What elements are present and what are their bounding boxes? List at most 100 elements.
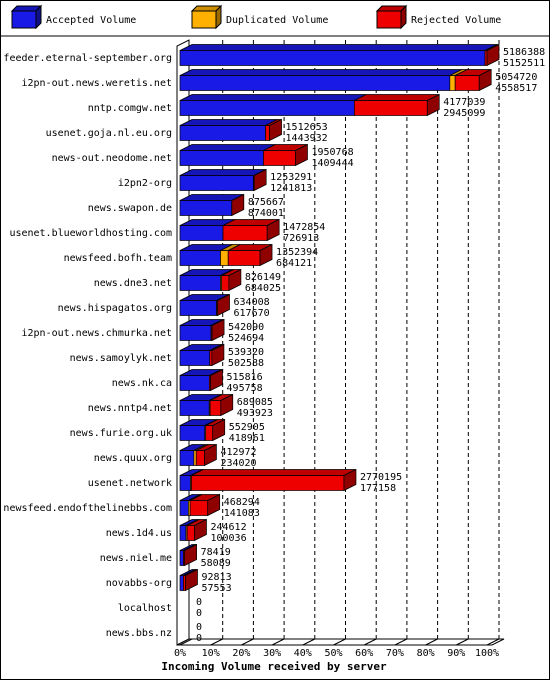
- accepted-label: 493923: [237, 408, 273, 419]
- y-tick-label: news.hispagatos.org: [58, 303, 172, 314]
- total-label: 78419: [201, 547, 231, 558]
- bar-segment: [265, 125, 270, 141]
- y-tick-label: news.bbs.nz: [106, 628, 172, 639]
- x-tick-label: 40%: [294, 648, 312, 659]
- bar-segment: [179, 200, 233, 216]
- bar-segment: [179, 300, 217, 316]
- bar-side: [204, 443, 217, 467]
- total-label: 5186388: [503, 47, 545, 58]
- y-tick-label: usenet.network: [88, 478, 172, 489]
- bar-segment: [179, 50, 486, 66]
- bar-side: [259, 243, 273, 267]
- total-label: 1512653: [286, 122, 328, 133]
- bar-segment: [186, 525, 195, 541]
- bar-segment: [353, 100, 428, 116]
- accepted-label: 684025: [245, 283, 281, 294]
- bar-side: [217, 293, 230, 317]
- total-label: 1253291: [270, 172, 312, 183]
- y-tick-label: news.1d4.us: [106, 528, 172, 539]
- accepted-label: 57553: [201, 583, 231, 594]
- bar-side: [220, 393, 234, 417]
- y-tick-label: novabbs-org: [106, 578, 172, 589]
- y-tick-label: usenet.goja.nl.eu.org: [46, 128, 172, 139]
- bar-side: [478, 68, 492, 92]
- accepted-label: 684121: [276, 258, 312, 269]
- accepted-label: 502588: [228, 358, 264, 369]
- legend-label: Rejected Volume: [411, 15, 501, 26]
- bar-segment: [209, 400, 222, 416]
- y-tick-label: newsfeed.endofthelinebbs.com: [3, 503, 172, 514]
- accepted-label: 874001: [248, 208, 284, 219]
- accepted-label: 1409444: [311, 158, 353, 169]
- total-label: 412972: [220, 447, 256, 458]
- total-label: 542090: [228, 322, 264, 333]
- total-label: 1352394: [276, 247, 318, 258]
- bar-segment: [449, 75, 456, 91]
- accepted-label: 58089: [201, 558, 231, 569]
- accepted-label: 177158: [360, 483, 396, 494]
- legend-label: Duplicated Volume: [226, 15, 328, 26]
- x-tick-label: 0%: [174, 648, 186, 659]
- x-tick: [271, 638, 285, 646]
- bar-segment: [195, 450, 205, 466]
- accepted-label: 5152511: [503, 58, 545, 69]
- bar-side: [269, 118, 282, 142]
- y-tick-label: newsfeed.bofh.team: [64, 253, 172, 264]
- y-tick-label: news.samoylyk.net: [70, 353, 172, 364]
- y-tick-label: news.swapon.de: [88, 203, 172, 214]
- total-label: 4177039: [443, 97, 485, 108]
- accepted-label: 1443932: [286, 133, 328, 144]
- accepted-label: 4558517: [495, 83, 537, 94]
- bar-segment: [179, 475, 191, 491]
- bar-segment: [179, 100, 355, 116]
- bar-segment: [179, 125, 266, 141]
- x-tick-label: 10%: [202, 648, 220, 659]
- bar-segment: [222, 225, 268, 241]
- y-tick-label: usenet.blueworldhosting.com: [9, 228, 172, 239]
- y-tick-label: i2pn-out.news.weretis.net: [21, 78, 172, 89]
- legend-swatch-side: [400, 4, 407, 30]
- bar-top: [179, 119, 278, 126]
- bar-segment: [193, 450, 197, 466]
- accepted-label: 1241813: [270, 183, 312, 194]
- total-label: 826149: [245, 272, 281, 283]
- bar-side: [194, 518, 207, 542]
- total-label: 634008: [234, 297, 270, 308]
- bar-segment: [179, 75, 451, 91]
- bar-segment: [179, 325, 212, 341]
- bar-top: [179, 44, 498, 51]
- bar-top: [191, 469, 357, 476]
- bar-top: [179, 144, 276, 151]
- x-axis-title: Incoming Volume received by server: [161, 660, 387, 673]
- total-label: 1472854: [283, 222, 325, 233]
- accepted-label: 141083: [224, 508, 260, 519]
- x-tick: [486, 638, 500, 646]
- total-label: 515816: [227, 372, 263, 383]
- bar-segment: [179, 350, 211, 366]
- total-label: 2770195: [360, 472, 402, 483]
- total-label: 539320: [228, 347, 264, 358]
- x-tick: [210, 638, 223, 646]
- accepted-label: 418961: [229, 433, 265, 444]
- bar-segment: [179, 425, 206, 441]
- x-tick-label: 80%: [417, 648, 435, 659]
- y-tick-label: i2pn-out.news.chmurka.net: [21, 328, 172, 339]
- bar-side: [211, 343, 225, 367]
- bar-segment: [227, 250, 261, 266]
- bar-segment: [179, 150, 264, 166]
- bar-segment: [179, 250, 221, 266]
- bar-top: [354, 94, 440, 101]
- legend-swatch: [191, 10, 217, 29]
- x-tick-label: 60%: [355, 648, 373, 659]
- bar-top: [179, 94, 367, 101]
- bar-top: [179, 69, 462, 76]
- y-tick-label: news.nntp4.net: [88, 403, 172, 414]
- accepted-label: 726913: [283, 233, 319, 244]
- total-label: 1950768: [311, 147, 353, 158]
- bar-segment: [191, 475, 345, 491]
- y-tick-label: i2pn2-org: [118, 178, 172, 189]
- x-tick: [333, 638, 346, 646]
- accepted-label: 0: [196, 608, 202, 619]
- bar-side: [231, 193, 245, 217]
